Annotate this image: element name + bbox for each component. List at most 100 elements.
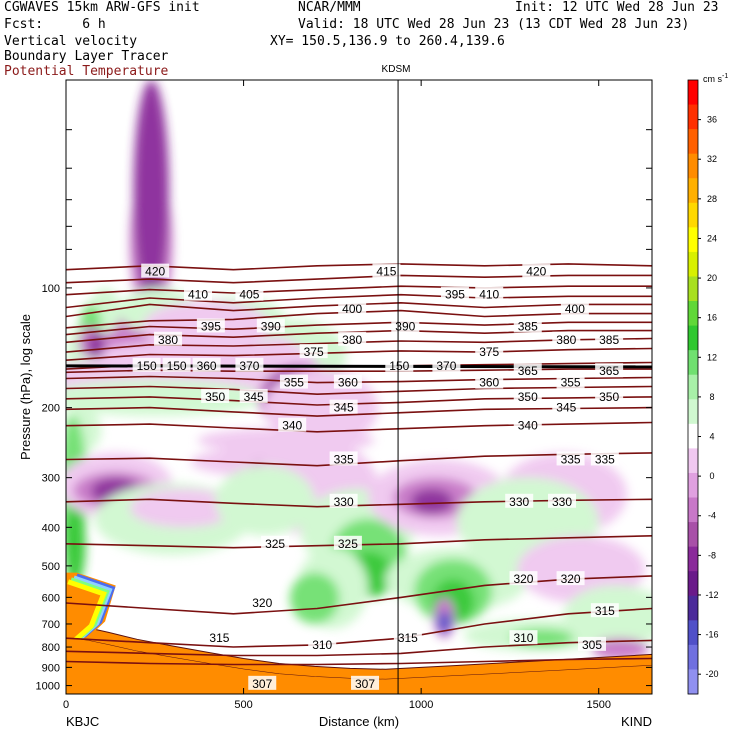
boundary-layer-tracer-edge (67, 579, 107, 642)
theta-contour-label: 410 (188, 288, 208, 302)
colorbar-swatch (688, 325, 698, 351)
theta-contour-410 (66, 285, 652, 296)
theta-contour-label: 310 (513, 631, 533, 645)
plot-frame (65, 79, 653, 695)
theta-contour-label: 340 (518, 419, 538, 433)
colorbar-swatch (688, 497, 698, 523)
x-axis-label: Distance (km) (319, 714, 399, 729)
colorbar-swatch (688, 522, 698, 548)
theta-contour-label: 335 (561, 452, 581, 466)
theta-contour-label: 395 (201, 319, 221, 333)
theta-label-bg (552, 399, 581, 414)
theta-label-bg (509, 630, 538, 645)
colorbar-label: -4 (708, 511, 716, 521)
y-tick-label: 700 (42, 619, 60, 631)
theta-label-bg (184, 286, 213, 301)
theta-label-bg (513, 318, 542, 333)
y-axis-label: Pressure (hPa), log scale (18, 314, 33, 460)
theta-contour-label: 335 (595, 452, 615, 466)
y-tick-label: 600 (42, 592, 60, 604)
theta-label-bg (154, 331, 183, 346)
theta-contour-label: 307 (355, 677, 375, 691)
colorbar-label: 0 (709, 471, 714, 481)
y-tick-label: 300 (42, 473, 60, 485)
theta-contour-label: 360 (197, 359, 217, 373)
vertical-velocity-shading (129, 488, 237, 528)
colorbar-swatch (688, 251, 698, 277)
theta-label-bg (393, 630, 422, 645)
theta-contour-310 (66, 639, 652, 657)
theta-contour-label: 390 (261, 319, 281, 333)
colorbar-label: 20 (707, 273, 717, 283)
theta-contour-label: 345 (334, 401, 354, 415)
theta-contour-label: 310 (312, 638, 332, 652)
theta-contour-label: 375 (479, 345, 499, 359)
theta-label-bg (329, 451, 358, 466)
theta-label-bg (552, 331, 581, 346)
colorbar-label: 12 (707, 352, 717, 362)
colorbar-label: -20 (705, 669, 718, 679)
colorbar-swatch (688, 227, 698, 253)
theta-label-bg (475, 344, 504, 359)
theta-contour-label: 400 (565, 302, 585, 316)
theta-label-bg (141, 263, 170, 278)
y-tick-label: 500 (42, 561, 60, 573)
theta-label-bg (505, 493, 534, 508)
theta-contour-390 (66, 321, 652, 336)
theta-label-bg (299, 344, 328, 359)
theta-label-bg (513, 363, 542, 378)
vertical-velocity-shading (87, 333, 106, 358)
colorbar-swatch (688, 571, 698, 597)
colorbar-swatch (688, 301, 698, 327)
header-valid-time: Valid: 18 UTC Wed 28 Jun 23 (13 CDT Wed … (298, 17, 690, 32)
colorbar-label: 24 (707, 233, 717, 243)
vertical-velocity-shading (215, 465, 315, 536)
header-line1-left: CGWAVES 15km ARW-GFS init (4, 0, 200, 15)
theta-contour-label: 320 (513, 572, 533, 586)
theta-label-bg (522, 263, 551, 278)
vertical-velocity-shading (410, 488, 454, 514)
theta-contour-label: 380 (342, 333, 362, 347)
theta-contour-label: 370 (436, 359, 456, 373)
theta-label-bg (278, 417, 307, 432)
theta-contour-label: 395 (445, 288, 465, 302)
colorbar-swatch (688, 620, 698, 646)
header-line1-center: NCAR/MMM (298, 0, 361, 15)
y-tick-label: 900 (42, 662, 60, 674)
theta-contour-label: 150 (389, 359, 409, 373)
theta-label-bg (162, 357, 191, 372)
colorbar-label: -12 (705, 590, 718, 600)
theta-label-bg (338, 301, 367, 316)
theta-label-bg (333, 374, 362, 389)
theta-contour-label: 315 (209, 631, 229, 645)
theta-label-bg (351, 675, 380, 690)
y-tick-label: 200 (42, 403, 60, 415)
theta-label-bg (329, 399, 358, 414)
theta-contour-label: 385 (518, 319, 538, 333)
colorbar-label: 36 (707, 115, 717, 125)
theta-label-bg (256, 318, 285, 333)
theta-contour-label: 390 (395, 319, 415, 333)
theta-label-bg (577, 636, 606, 651)
theta-contour-label: 315 (595, 604, 615, 618)
theta-label-bg (556, 451, 585, 466)
theta-contour-label: 335 (334, 452, 354, 466)
colorbar-swatch (688, 153, 698, 179)
theta-contour-label: 330 (552, 495, 572, 509)
x-tick-label: 1500 (586, 699, 610, 711)
colorbar-swatch (688, 399, 698, 425)
theta-label-bg (475, 374, 504, 389)
header-xy-endpoints: XY= 150.5,136.9 to 260.4,139.6 (270, 34, 505, 49)
colorbar-unit-exponent: -1 (722, 73, 728, 80)
theta-label-bg (196, 318, 225, 333)
theta-contour-label: 340 (282, 419, 302, 433)
theta-contour-340 (66, 421, 652, 433)
theta-contour-415 (66, 274, 652, 284)
theta-label-bg (590, 451, 619, 466)
theta-contour-305 (66, 657, 652, 666)
colorbar-swatch (688, 669, 698, 695)
theta-contour-label: 365 (518, 364, 538, 378)
colorbar-swatch (688, 374, 698, 400)
colorbar-swatch (688, 202, 698, 228)
theta-contour-label: 150 (167, 359, 187, 373)
